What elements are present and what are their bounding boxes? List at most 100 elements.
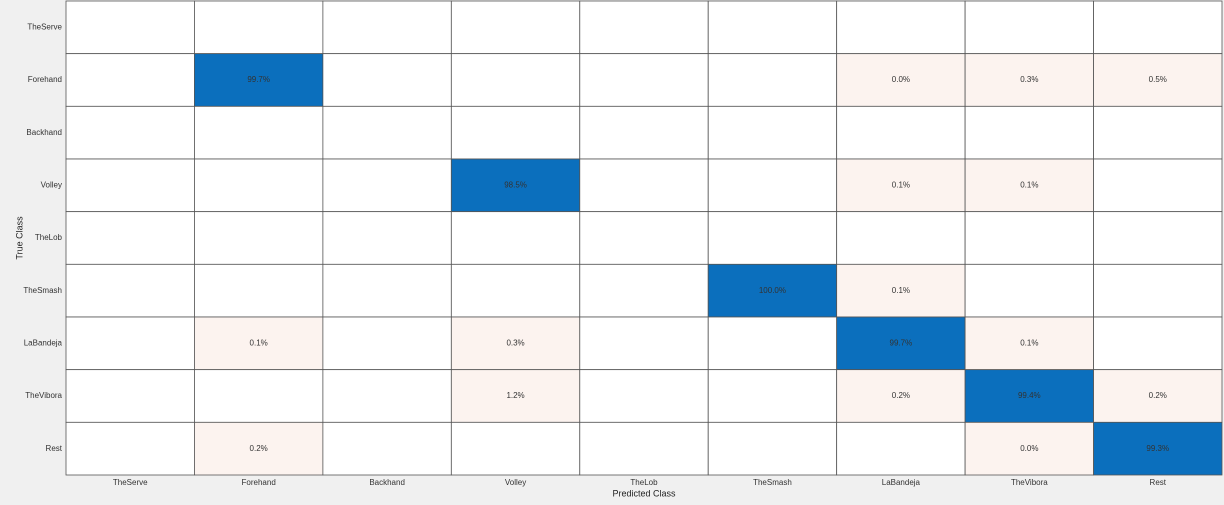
cell [1093,421,1223,476]
cell [450,263,581,318]
cell [836,211,966,265]
cell [964,263,1094,318]
cell [579,421,709,476]
cell [450,369,581,423]
cell [579,53,709,107]
cell [579,369,709,423]
cell-label: 0.0% [892,75,910,84]
cell [65,158,195,213]
cell [964,316,1094,371]
x-axis-title: Predicted Class [612,488,676,498]
cell [322,421,452,476]
cell [1093,105,1223,160]
cell [65,421,195,476]
cell-label: 0.1% [892,286,910,295]
x-tick-label: Forehand [242,478,276,487]
cell-label: 0.2% [250,444,268,453]
cell [450,0,581,55]
cell [836,421,966,476]
cell [450,105,581,160]
cell [964,158,1094,213]
cell [65,369,195,423]
cell [194,369,324,423]
cell-label: 99.7% [890,338,913,347]
cell [707,0,838,55]
cell [65,263,195,318]
cell [579,263,709,318]
cell-label: 0.2% [892,391,910,400]
cell [964,421,1094,476]
cell [707,158,838,213]
cell [1093,158,1223,213]
cell [579,211,709,265]
cell [194,105,324,160]
x-tick-label: TheSmash [753,478,792,487]
cell [65,0,195,55]
cell [322,263,452,318]
cell-label: 0.5% [1149,75,1167,84]
cell [322,0,452,55]
cell [194,211,324,265]
cell-label: 99.3% [1146,444,1169,453]
cell [1093,316,1223,371]
cell-label: 0.2% [1149,391,1167,400]
cell-label: 0.1% [1020,180,1038,189]
cell [964,0,1094,55]
cell [964,369,1094,423]
y-tick-label: Forehand [28,75,62,84]
cell [65,211,195,265]
y-tick-label: Volley [41,180,62,189]
cell [964,211,1094,265]
cell [836,316,966,371]
cell [65,316,195,371]
cell-label: 0.3% [1020,75,1038,84]
cell [1093,211,1223,265]
cell [836,263,966,318]
cell [450,211,581,265]
cell [836,0,966,55]
y-tick-label: Rest [46,444,63,453]
cell [194,316,324,371]
cell [1093,53,1223,107]
cell [579,105,709,160]
cell [707,211,838,265]
cell [707,369,838,423]
cell-label: 0.1% [1020,338,1038,347]
cell-label: 1.2% [506,391,524,400]
y-tick-label: TheVibora [25,391,62,400]
cell [450,53,581,107]
cell [322,158,452,213]
cell [450,421,581,476]
y-tick-label: Backhand [26,128,62,137]
cell [322,53,452,107]
y-tick-label: TheServe [27,22,62,31]
x-tick-label: TheServe [113,478,148,487]
cell [707,53,838,107]
x-tick-label: LaBandeja [882,478,921,487]
cell [579,316,709,371]
cell [579,0,709,55]
y-tick-label: TheLob [35,233,63,242]
cell [836,369,966,423]
cell [707,263,838,318]
cell [836,105,966,160]
cell [1093,0,1223,55]
cell [194,0,324,55]
cell [1093,263,1223,318]
cell [964,53,1094,107]
y-tick-label: LaBandeja [24,338,63,347]
cell-label: 0.3% [506,338,524,347]
cell [322,316,452,371]
cell [707,316,838,371]
cell-label: 98.5% [504,180,527,189]
cell [322,369,452,423]
cell [322,211,452,265]
cell [194,421,324,476]
y-axis-title: True Class [14,216,24,260]
cell-label: 99.4% [1018,391,1041,400]
cell [1093,369,1223,423]
cell-label: 0.0% [1020,444,1038,453]
x-tick-label: Volley [505,478,526,487]
cell [964,105,1094,160]
